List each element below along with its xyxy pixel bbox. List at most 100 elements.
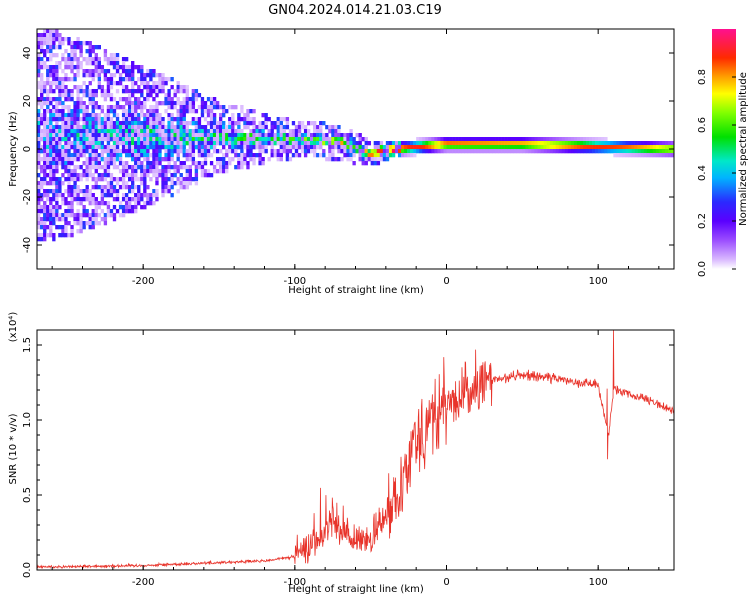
heatmap-cell — [58, 33, 62, 38]
heatmap-cell — [282, 129, 287, 134]
heatmap-cell — [234, 145, 238, 150]
heatmap-cell — [43, 97, 47, 102]
heatmap-cell — [158, 169, 162, 174]
heatmap-cell — [610, 141, 614, 146]
heatmap-cell — [561, 145, 566, 150]
heatmap-cell — [79, 97, 83, 102]
heatmap-cell — [103, 113, 108, 118]
heatmap-cell — [70, 157, 74, 162]
heatmap-cell — [604, 149, 608, 154]
heatmap-cell — [109, 161, 114, 166]
heatmap-cell — [294, 149, 299, 154]
heatmap-cell — [228, 117, 232, 122]
heatmap-cell — [401, 149, 405, 154]
heatmap-cell — [97, 133, 101, 138]
heatmap-cell — [73, 109, 77, 114]
heatmap-cell — [140, 77, 144, 82]
heatmap-cell — [37, 237, 41, 242]
heatmap-cell — [352, 145, 356, 150]
heatmap-cell — [576, 145, 581, 150]
heatmap-cell — [319, 129, 323, 134]
heatmap-cell — [215, 141, 220, 146]
heatmap-cell — [173, 141, 177, 146]
heatmap-cell — [82, 129, 86, 134]
heatmap-cell — [70, 121, 74, 126]
heatmap-cell — [109, 177, 114, 182]
heatmap-cell — [79, 201, 83, 206]
heatmap-cell — [246, 161, 250, 166]
heatmap-cell — [273, 153, 277, 158]
heatmap-cell — [61, 173, 65, 178]
heatmap-cell — [85, 125, 89, 130]
heatmap-cell — [319, 153, 323, 158]
heatmap-cell — [115, 157, 120, 162]
heatmap-cell — [334, 137, 338, 142]
heatmap-cell — [128, 173, 132, 178]
heatmap-cell — [140, 165, 144, 170]
heatmap-cell — [498, 149, 502, 154]
heatmap-cell — [613, 149, 617, 154]
heatmap-cell — [73, 165, 77, 170]
heatmap-cell — [212, 141, 217, 146]
heatmap-cell — [267, 133, 271, 138]
heatmap-cell — [316, 133, 320, 138]
heatmap-cell — [458, 149, 462, 154]
heatmap-cell — [94, 129, 98, 134]
heatmap-cell — [118, 201, 123, 206]
heatmap-cell — [531, 137, 535, 142]
heatmap-cell — [43, 213, 47, 218]
heatmap-cell — [194, 137, 199, 142]
heatmap-cell — [185, 173, 189, 178]
heatmap-cell — [82, 193, 86, 198]
heatmap-cell — [255, 133, 259, 138]
heatmap-cell — [337, 125, 341, 130]
heatmap-cell — [237, 117, 241, 122]
heatmap-cell — [349, 137, 353, 142]
heatmap-cell — [149, 197, 153, 202]
heatmap-cell — [94, 141, 98, 146]
heatmap-cell — [131, 65, 135, 70]
heatmap-cell — [352, 149, 356, 154]
heatmap-cell — [115, 165, 120, 170]
heatmap-cell — [121, 161, 126, 166]
heatmap-cell — [516, 137, 520, 142]
heatmap-cell — [82, 41, 86, 46]
heatmap-cell — [158, 85, 162, 90]
heatmap-cell — [161, 169, 165, 174]
heatmap-cell — [134, 209, 138, 214]
heatmap-cell — [49, 157, 53, 162]
heatmap-cell — [434, 137, 438, 142]
heatmap-cell — [200, 169, 205, 174]
heatmap-cell — [49, 161, 53, 166]
heatmap-cell — [85, 113, 89, 118]
heatmap-cell — [85, 189, 89, 194]
heatmap-cell — [88, 189, 92, 194]
heatmap-cell — [364, 153, 368, 158]
heatmap-cell — [143, 73, 147, 78]
heatmap-cell — [112, 121, 117, 126]
heatmap-cell — [91, 69, 95, 74]
heatmap-cell — [140, 181, 144, 186]
heatmap-cell — [82, 93, 86, 98]
heatmap-cell — [222, 109, 226, 114]
heatmap-cell — [64, 105, 68, 110]
heatmap-cell — [158, 149, 162, 154]
heatmap-cell — [124, 193, 129, 198]
heatmap-cell — [76, 177, 80, 182]
heatmap-cell — [79, 153, 83, 158]
heatmap-cell — [40, 157, 44, 162]
y-tick-label: 1.0 — [22, 412, 33, 428]
heatmap-cell — [91, 129, 95, 134]
heatmap-cell — [70, 145, 74, 150]
heatmap-cell — [58, 157, 62, 162]
heatmap-cell — [613, 141, 617, 146]
heatmap-cell — [285, 125, 290, 130]
heatmap-cell — [40, 33, 44, 38]
heatmap-cell — [370, 153, 374, 158]
heatmap-cell — [67, 129, 71, 134]
heatmap-cell — [91, 185, 95, 190]
heatmap-cell — [134, 113, 138, 118]
heatmap-cell — [191, 101, 196, 106]
heatmap-cell — [43, 145, 47, 150]
heatmap-cell — [234, 141, 238, 146]
